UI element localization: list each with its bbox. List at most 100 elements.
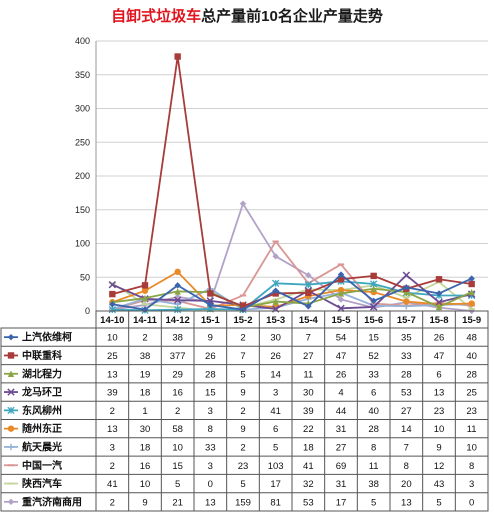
data-point [7,482,15,485]
data-label: 6 [273,424,278,435]
data-point [468,275,475,282]
y-tick-label: 100 [75,239,90,249]
data-label: 41 [107,479,118,490]
data-label: 18 [140,388,151,399]
data-point [337,290,345,297]
data-point [141,303,149,306]
data-label: 2 [142,333,147,344]
data-label: 30 [140,424,151,435]
y-tick-label: 350 [75,70,90,80]
y-tick-label: 250 [75,137,90,147]
data-point [239,200,247,207]
legend-key-marker [7,443,15,451]
legend-entry: 重汽济南商用 [22,495,82,508]
data-label: 38 [368,479,379,490]
data-label: 22 [303,424,314,435]
data-label: 39 [303,406,314,417]
data-point [174,268,181,276]
data-point [109,282,116,285]
data-label: 16 [140,461,151,472]
data-label: 27 [303,351,314,362]
data-point [337,296,345,303]
data-label: 2 [110,461,115,472]
data-label: 3 [208,461,213,472]
data-label: 13 [401,497,412,508]
data-point [403,288,410,296]
series-line [111,274,472,310]
data-label: 103 [268,461,284,472]
data-point [337,276,345,283]
data-label: 31 [336,424,347,435]
data-point [173,296,182,304]
data-point [141,282,149,289]
data-point [435,276,443,283]
data-label: 3 [208,406,213,417]
data-label: 19 [140,369,151,380]
y-tick-label: 300 [75,104,90,114]
data-label: 20 [401,479,412,490]
x-tick-label: 15-8 [429,315,448,326]
data-label: 10 [434,424,445,435]
data-point [7,464,15,467]
data-label: 26 [434,333,445,344]
y-axis: 0 50 100 150 200 250 300 350 400 [75,36,97,316]
data-point [337,286,345,294]
data-point [272,298,279,305]
data-label: 2 [240,442,245,453]
data-label: 44 [336,406,347,417]
data-label: 38 [140,351,151,362]
data-label: 15 [368,333,379,344]
data-label: 9 [436,442,441,453]
series-group [109,53,475,310]
data-point [305,288,312,291]
data-label: 13 [107,369,118,380]
data-label: 6 [436,369,441,380]
data-label: 53 [401,388,412,399]
data-point [109,301,116,308]
data-label: 28 [466,369,477,380]
data-label: 41 [270,406,281,417]
series-lines [108,53,476,315]
data-point [141,306,149,313]
data-label: 30 [270,333,281,344]
chart-title-rest: 总产量前10名企业产量走势 [201,7,383,25]
data-label: 11 [303,369,313,380]
data-label: 18 [303,442,314,453]
data-label: 14 [401,424,412,435]
data-label: 10 [466,442,477,453]
legend-entry: 龙马环卫 [21,386,62,399]
x-tick-label: 15-2 [233,315,252,326]
data-point [402,271,411,279]
data-point [272,287,279,294]
data-point [7,352,15,359]
series-line [112,55,472,308]
data-label: 10 [172,442,183,453]
x-tick-label: 15-1 [201,315,221,326]
data-label: 17 [336,497,347,508]
data-label: 25 [466,388,477,399]
series-line [112,287,473,309]
data-label: 5 [371,497,376,508]
data-label: 25 [107,351,118,362]
data-point [207,290,214,297]
data-point [435,298,443,306]
data-label: 10 [140,479,151,490]
data-point [337,271,345,278]
data-label: 54 [336,333,347,344]
data-label: 0 [208,479,213,490]
legend-entry: 航天晨光 [22,440,62,453]
data-point [239,294,247,297]
data-point [174,288,181,295]
data-label: 26 [205,351,216,362]
data-label: 11 [369,461,379,472]
data-point [141,294,149,302]
data-point [305,272,312,279]
data-label: 2 [110,406,115,417]
data-point [109,290,116,298]
y-tick-label: 50 [80,272,90,282]
data-point [108,305,116,314]
data-label: 13 [205,497,216,508]
data-label: 10 [107,333,118,344]
data-point [174,305,182,314]
data-table: 14-10 14-11 14-12 15-1 15-2 15-3 15-4 15-5 15-6 1… [0,310,489,512]
